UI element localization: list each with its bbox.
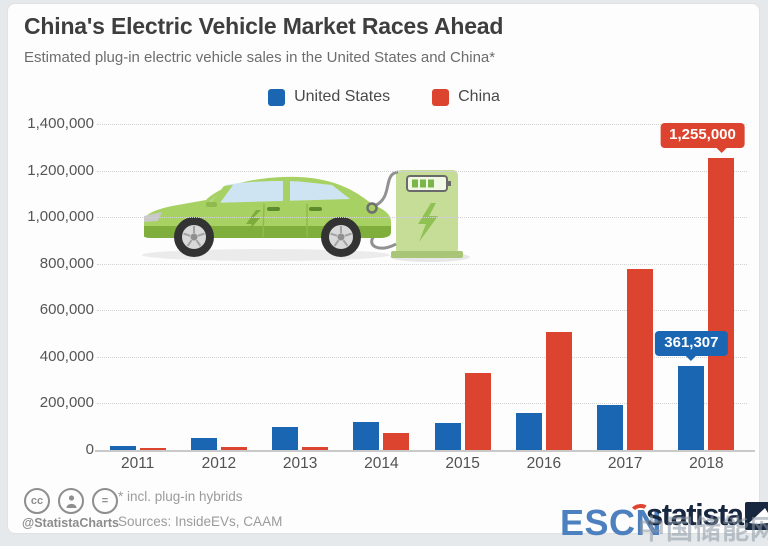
rear-wheel	[321, 217, 361, 257]
x-tick-label-2018: 2018	[689, 455, 724, 472]
bar-china-2011	[139, 448, 166, 450]
bar-china-2018	[708, 157, 735, 450]
x-tick-label-2017: 2017	[607, 455, 643, 472]
x-tick-label-2011: 2011	[120, 455, 155, 472]
bar-china-2014	[383, 432, 410, 450]
page-title: China's Electric Vehicle Market Races Ah…	[24, 13, 504, 39]
legend: United States China	[0, 88, 768, 106]
y-tick-label: 400,000	[39, 347, 94, 365]
y-tick-label: 200,000	[39, 394, 94, 412]
bar-china-2017	[627, 269, 654, 450]
legend-label: China	[458, 88, 500, 105]
bar-united-states-2012	[190, 437, 217, 450]
value-callout-china: 1,255,000	[660, 122, 745, 153]
gridline	[97, 356, 747, 358]
legend-item-china: China	[432, 88, 500, 106]
escn-logo: ESCN	[560, 502, 663, 543]
gridline	[97, 310, 747, 312]
gridline	[97, 124, 747, 125]
statista-logo-text: statista	[646, 497, 744, 532]
bar-united-states-2014	[353, 422, 380, 450]
x-tick-label-2016: 2016	[526, 455, 562, 472]
legend-item-united-states: United States	[268, 88, 390, 106]
bar-united-states-2013	[272, 427, 299, 450]
share-alike-icon: =	[92, 488, 118, 514]
sources-line: Sources: InsideEVs, CAAM	[118, 514, 283, 529]
bar-china-2015	[464, 372, 491, 450]
license-badges: cc =	[24, 488, 118, 514]
x-tick-label-2013: 2013	[282, 455, 318, 472]
x-tick-label-2015: 2015	[445, 455, 480, 472]
y-tick-label: 1,000,000	[27, 208, 94, 226]
gridline	[97, 217, 747, 219]
callout-pointer	[686, 355, 697, 361]
y-tick-label: 1,200,000	[27, 161, 94, 179]
x-tick-label-2014: 2014	[364, 455, 399, 472]
escn-watermark-text: 中国储能网	[638, 515, 768, 545]
callout-pointer	[716, 147, 727, 153]
bar-china-2012	[220, 446, 247, 450]
bar-united-states-2018	[678, 365, 705, 450]
x-tick-label-2012: 2012	[201, 455, 237, 472]
ev-car-and-station-graphic	[142, 170, 470, 262]
y-tick-label: 0	[85, 441, 94, 458]
legend-swatch-china	[432, 88, 450, 106]
legend-swatch-united-states	[268, 88, 286, 106]
electric-car-icon	[144, 176, 391, 257]
bar-united-states-2017	[597, 404, 624, 450]
x-axis-line	[95, 450, 755, 452]
bar-united-states-2015	[434, 423, 461, 450]
y-tick-label: 800,000	[39, 254, 94, 272]
statista-logo: statista	[646, 497, 768, 533]
statista-logo-mark	[744, 502, 768, 530]
bar-united-states-2016	[515, 413, 542, 450]
y-axis: 1,400,000 1,200,000 1,000,000 800,000 600,00…	[14, 0, 94, 546]
bar-china-2016	[545, 331, 572, 450]
y-tick-label: 600,000	[39, 301, 94, 319]
charging-cable	[373, 170, 399, 208]
value-callout-united-states: 361,307	[655, 330, 728, 361]
gridline	[97, 263, 747, 265]
gridline	[97, 170, 747, 172]
y-tick-label: 1,400,000	[27, 115, 94, 132]
page-subtitle: Estimated plug-in electric vehicle sales…	[24, 49, 496, 66]
cc-icon: cc	[24, 488, 50, 514]
legend-label: United States	[294, 88, 391, 105]
plot-area: 2011 2012 2013 2014 2015 2016 2017 2018 361,307 1…	[95, 122, 755, 472]
attribution-person-icon	[58, 488, 84, 514]
ev-charging-illustration	[136, 158, 470, 266]
footnote: * incl. plug-in hybrids	[118, 489, 243, 504]
bar-china-2013	[302, 446, 329, 450]
statista-charts-handle: @StatistaCharts	[22, 516, 119, 530]
front-wheel	[174, 217, 214, 257]
gridline	[97, 403, 747, 405]
charging-station-icon	[391, 170, 463, 258]
bar-united-states-2011	[109, 445, 136, 450]
